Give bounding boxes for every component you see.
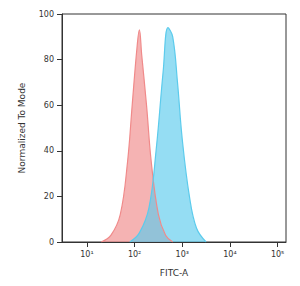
svg-text:FITC-A: FITC-A [160, 268, 189, 278]
svg-text:Normalized To Mode: Normalized To Mode [17, 82, 27, 173]
svg-text:80: 80 [44, 55, 54, 64]
svg-text:0: 0 [49, 238, 54, 247]
svg-text:10³: 10³ [176, 250, 189, 259]
svg-text:20: 20 [44, 192, 54, 201]
svg-text:10¹: 10¹ [80, 250, 93, 259]
svg-text:40: 40 [44, 146, 54, 155]
svg-text:10⁵: 10⁵ [271, 250, 284, 259]
svg-text:100: 100 [39, 10, 54, 19]
svg-text:10²: 10² [128, 250, 141, 259]
svg-text:60: 60 [44, 101, 54, 110]
svg-text:10⁴: 10⁴ [223, 250, 236, 259]
